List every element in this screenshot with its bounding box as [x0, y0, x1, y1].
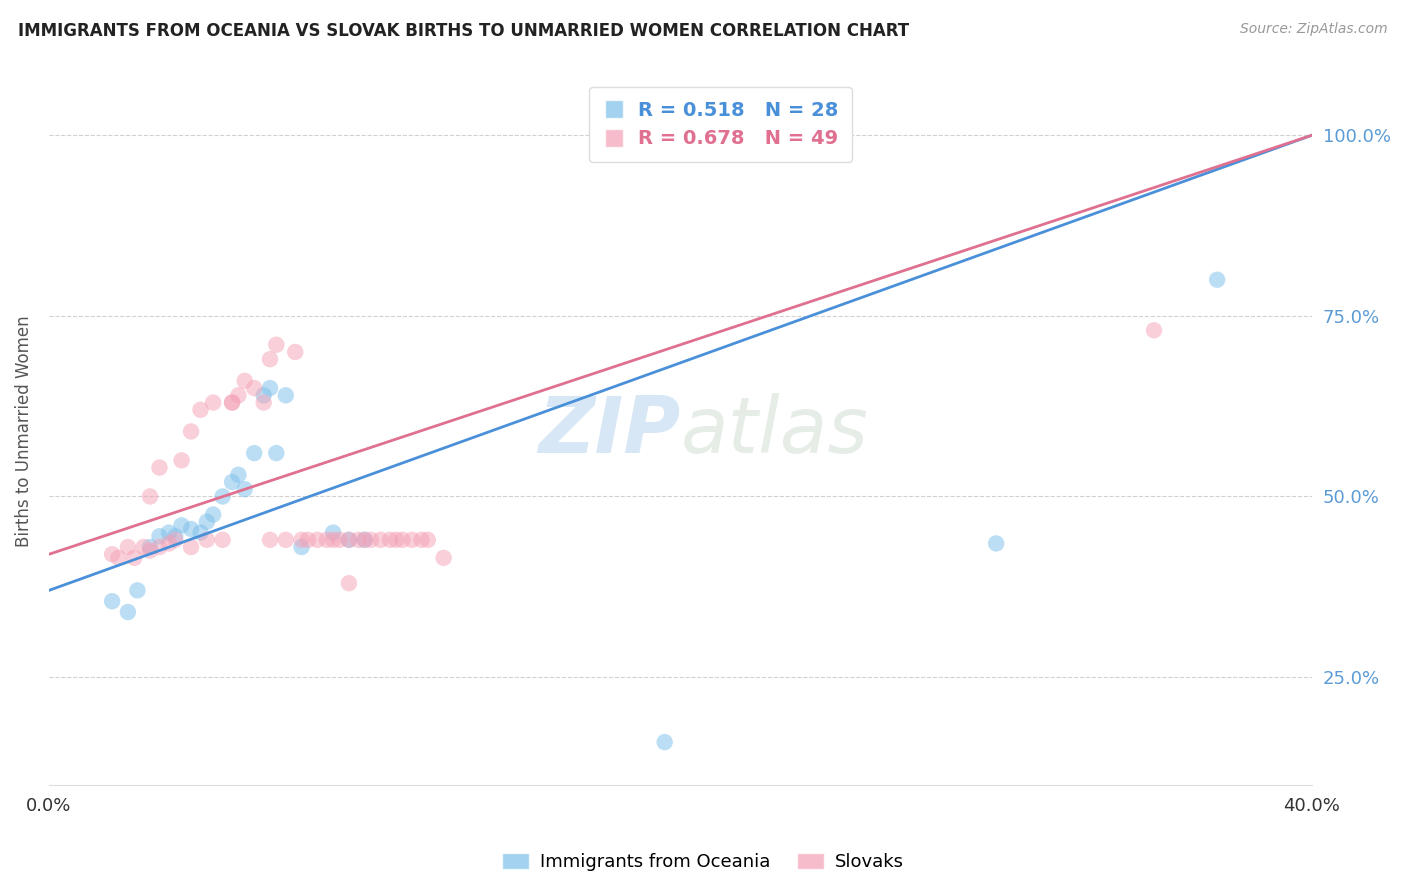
Point — [297, 533, 319, 547]
Point — [190, 402, 212, 417]
Legend: R = 0.518   N = 28, R = 0.678   N = 49: R = 0.518 N = 28, R = 0.678 N = 49 — [589, 87, 852, 162]
Point — [284, 345, 307, 359]
Point — [139, 490, 162, 504]
Point — [337, 533, 360, 547]
Point — [221, 395, 243, 409]
Point — [290, 533, 312, 547]
Point — [148, 460, 170, 475]
Point — [328, 533, 350, 547]
Point — [391, 533, 413, 547]
Point — [233, 482, 256, 496]
Point — [385, 533, 408, 547]
Point — [307, 533, 329, 547]
Point — [117, 605, 139, 619]
Point — [347, 533, 370, 547]
Point — [180, 425, 202, 439]
Point — [122, 550, 145, 565]
Point — [401, 533, 423, 547]
Point — [986, 536, 1008, 550]
Point — [228, 467, 250, 482]
Point — [1143, 323, 1166, 337]
Y-axis label: Births to Unmarried Women: Births to Unmarried Women — [15, 316, 32, 548]
Point — [266, 337, 288, 351]
Point — [101, 547, 124, 561]
Point — [127, 583, 149, 598]
Text: atlas: atlas — [681, 393, 869, 469]
Text: Source: ZipAtlas.com: Source: ZipAtlas.com — [1240, 22, 1388, 37]
Point — [221, 475, 243, 489]
Point — [360, 533, 382, 547]
Point — [322, 533, 344, 547]
Point — [195, 515, 218, 529]
Point — [353, 533, 375, 547]
Point — [259, 352, 281, 367]
Point — [433, 550, 456, 565]
Point — [228, 388, 250, 402]
Point — [353, 533, 375, 547]
Point — [274, 388, 297, 402]
Point — [117, 540, 139, 554]
Point — [370, 533, 392, 547]
Point — [202, 395, 225, 409]
Point — [165, 529, 187, 543]
Point — [157, 525, 180, 540]
Point — [378, 533, 401, 547]
Point — [157, 536, 180, 550]
Point — [132, 540, 155, 554]
Point — [170, 453, 193, 467]
Point — [1206, 273, 1229, 287]
Point — [253, 388, 276, 402]
Point — [243, 446, 266, 460]
Point — [180, 540, 202, 554]
Point — [180, 522, 202, 536]
Point — [259, 533, 281, 547]
Point — [322, 525, 344, 540]
Point — [221, 395, 243, 409]
Point — [170, 518, 193, 533]
Point — [190, 525, 212, 540]
Point — [266, 446, 288, 460]
Point — [195, 533, 218, 547]
Point — [107, 550, 129, 565]
Point — [259, 381, 281, 395]
Point — [243, 381, 266, 395]
Point — [337, 533, 360, 547]
Point — [165, 533, 187, 547]
Point — [337, 576, 360, 591]
Point — [139, 543, 162, 558]
Point — [148, 540, 170, 554]
Point — [274, 533, 297, 547]
Point — [654, 735, 676, 749]
Text: IMMIGRANTS FROM OCEANIA VS SLOVAK BIRTHS TO UNMARRIED WOMEN CORRELATION CHART: IMMIGRANTS FROM OCEANIA VS SLOVAK BIRTHS… — [18, 22, 910, 40]
Point — [416, 533, 439, 547]
Point — [315, 533, 337, 547]
Point — [211, 533, 233, 547]
Point — [290, 540, 312, 554]
Point — [202, 508, 225, 522]
Point — [253, 395, 276, 409]
Point — [139, 540, 162, 554]
Point — [411, 533, 433, 547]
Text: ZIP: ZIP — [538, 393, 681, 469]
Point — [211, 490, 233, 504]
Legend: Immigrants from Oceania, Slovaks: Immigrants from Oceania, Slovaks — [495, 846, 911, 879]
Point — [101, 594, 124, 608]
Point — [148, 529, 170, 543]
Point — [233, 374, 256, 388]
